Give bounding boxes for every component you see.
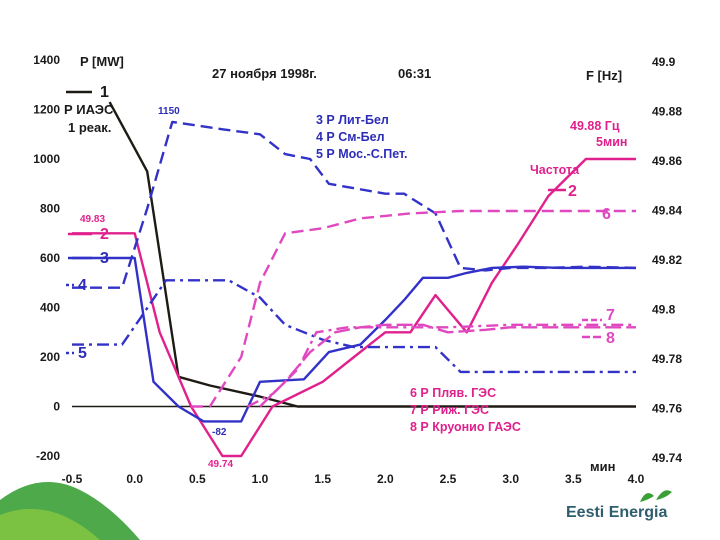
marker-7: 7 — [606, 307, 615, 324]
annotation-freq-value: 49.88 Гц — [570, 119, 620, 133]
marker-3: 3 — [100, 250, 109, 267]
y-right-tick-label: 49.88 — [652, 105, 682, 119]
annotation-freq-duration: 5мин — [596, 135, 627, 149]
legend-7: 7 Р Риж. ГЭС — [410, 403, 489, 417]
y-right-tick-label: 49.8 — [652, 303, 676, 317]
y-right-tick-label: 49.86 — [652, 154, 682, 168]
x-tick-label: -0.5 — [62, 472, 83, 486]
logo-mark-icon — [640, 490, 672, 502]
marker-1: 1 — [100, 84, 109, 101]
marker-2: 2 — [100, 226, 109, 243]
annotation-freq-name: Частота — [530, 163, 580, 177]
y-tick-label: -200 — [36, 449, 60, 463]
x-tick-label: 2.5 — [440, 472, 457, 486]
series-8-line — [259, 323, 636, 408]
chart-time: 06:31 — [398, 66, 431, 81]
y-right-tick-label: 49.9 — [652, 55, 676, 69]
y-tick-label: 600 — [40, 251, 60, 265]
series-5-line — [72, 279, 636, 374]
annotation-49-83: 49.83 — [80, 214, 105, 225]
x-unit-label: мин — [590, 459, 615, 474]
x-tick-label: 2.0 — [377, 472, 394, 486]
logo-text: Eesti Energia — [566, 504, 668, 521]
marker-6: 6 — [602, 206, 611, 223]
y-tick-label: 0 — [53, 400, 60, 414]
series-6-line — [191, 209, 636, 408]
legend-5: 5 Р Мос.-С.Пет. — [316, 147, 407, 161]
y-tick-label: 400 — [40, 301, 60, 315]
x-tick-label: 3.5 — [565, 472, 582, 486]
annotation-one-reactor: 1 реак. — [68, 120, 111, 135]
y-tick-label: 1400 — [33, 53, 60, 67]
marker-2-right: 2 — [568, 183, 577, 200]
annotation-p-iaes: Р ИАЭС — [64, 102, 114, 117]
x-tick-label: 4.0 — [628, 472, 645, 486]
y-tick-label: 1000 — [33, 152, 60, 166]
y-right-tick-label: 49.78 — [652, 352, 682, 366]
y-right-tick-label: 49.76 — [652, 402, 682, 416]
series-lines — [72, 101, 637, 458]
right-axis-label: F [Hz] — [586, 68, 622, 83]
series-4-line — [72, 120, 637, 289]
x-tick-label: 3.0 — [502, 472, 519, 486]
legend-4: 4 Р См-Бел — [316, 130, 385, 144]
marker-4: 4 — [78, 277, 87, 294]
green-swoosh-light — [0, 508, 100, 540]
right-axis-ticks: 49.9 49.88 49.86 49.84 49.82 49.8 49.78 49.76 49… — [652, 55, 682, 465]
x-tick-label: 1.5 — [314, 472, 331, 486]
left-axis-ticks: 1400 1200 1000 800 600 400 200 0 -200 — [33, 53, 60, 463]
y-tick-label: 800 — [40, 202, 60, 216]
marker-5: 5 — [78, 345, 87, 362]
y-right-tick-label: 49.74 — [652, 451, 682, 465]
y-tick-label: 200 — [40, 350, 60, 364]
legend-3: 3 Р Лит-Бел — [316, 113, 389, 127]
chart-title: 27 ноября 1998г. — [212, 66, 317, 81]
marker-8: 8 — [606, 330, 615, 347]
annotation-1150: 1150 — [158, 106, 180, 117]
series-1-line — [108, 101, 636, 408]
y-right-tick-label: 49.82 — [652, 253, 682, 267]
x-axis-ticks: -0.5 0.0 0.5 1.0 1.5 2.0 2.5 3.0 3.5 4.0 — [62, 472, 645, 486]
annotation-49-74: 49.74 — [208, 459, 233, 470]
y-tick-label: 1200 — [33, 103, 60, 117]
eesti-energia-logo: Eesti Energia — [566, 486, 706, 530]
legend-6: 6 Р Пляв. ГЭС — [410, 386, 496, 400]
x-tick-label: 0.0 — [126, 472, 143, 486]
annotation-minus-82: -82 — [212, 427, 227, 438]
x-tick-label: 1.0 — [252, 472, 269, 486]
x-tick-label: 0.5 — [189, 472, 206, 486]
y-right-tick-label: 49.84 — [652, 204, 682, 218]
left-axis-label: P [MW] — [80, 54, 124, 69]
legend-8: 8 Р Круонио ГАЭС — [410, 420, 521, 434]
